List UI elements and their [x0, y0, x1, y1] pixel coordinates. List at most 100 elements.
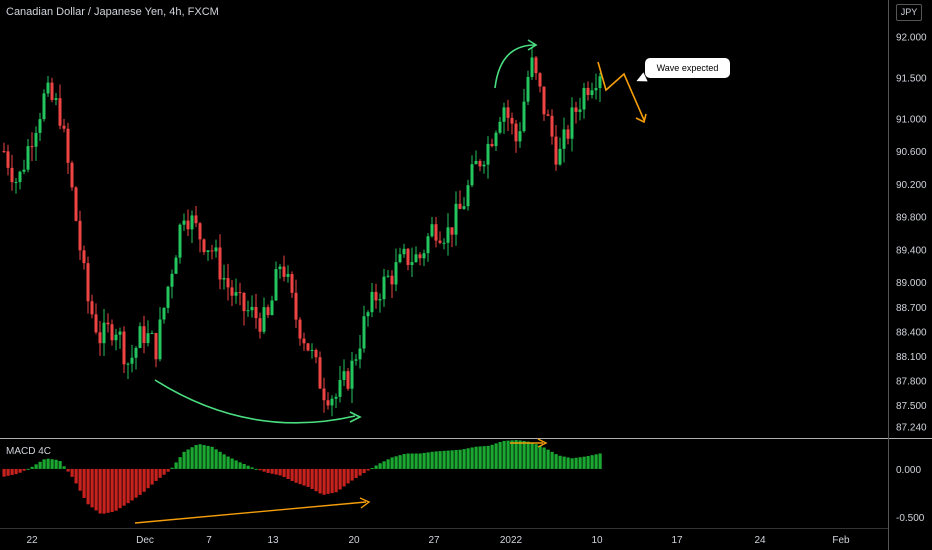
- candle-body: [350, 360, 354, 389]
- candle-body: [46, 82, 50, 94]
- candle-body: [474, 160, 478, 165]
- candle-body: [194, 215, 198, 224]
- candle-body: [586, 87, 590, 96]
- macd-bar: [166, 468, 170, 472]
- candle-body: [334, 396, 338, 399]
- macd-bar: [130, 468, 134, 501]
- candle-body: [86, 263, 90, 302]
- candle-body: [470, 164, 474, 186]
- candle-body: [94, 314, 98, 333]
- macd-bar: [234, 460, 238, 469]
- macd-bar: [474, 446, 478, 469]
- macd-bar: [138, 468, 142, 495]
- macd-bar: [46, 458, 50, 469]
- macd-bar: [318, 468, 322, 494]
- y-tick-label: 90.600: [896, 147, 927, 158]
- macd-bar: [502, 440, 506, 469]
- macd-bar: [274, 468, 278, 475]
- candle-body: [430, 224, 434, 237]
- candle-body: [110, 324, 114, 341]
- macd-bar: [518, 440, 522, 469]
- candle-body: [134, 347, 138, 358]
- candle-body: [54, 98, 58, 100]
- candle-body: [250, 306, 254, 311]
- macd-bar: [230, 458, 234, 469]
- macd-bar: [446, 450, 450, 469]
- macd-bar: [582, 456, 586, 469]
- candle-body: [286, 274, 290, 277]
- macd-bar: [198, 444, 202, 469]
- candle-body: [166, 286, 170, 308]
- candle-body: [538, 73, 542, 87]
- chart-title: Canadian Dollar / Japanese Yen, 4h, FXCM: [6, 6, 219, 18]
- macd-bar: [222, 454, 226, 469]
- macd-bar: [366, 468, 370, 471]
- candle-body: [438, 240, 442, 243]
- currency-badge[interactable]: JPY: [896, 4, 922, 21]
- candle-body: [406, 248, 410, 265]
- macd-bar: [50, 459, 54, 469]
- candle-body: [82, 250, 86, 264]
- macd-bar: [506, 440, 510, 469]
- macd-bar: [170, 467, 174, 469]
- macd-bar: [82, 468, 86, 498]
- candle-body: [574, 107, 578, 112]
- macd-bar: [6, 468, 10, 476]
- macd-bar: [306, 468, 310, 487]
- macd-bar: [194, 444, 198, 469]
- candle-body: [2, 151, 6, 153]
- candle-body: [598, 76, 602, 89]
- candle-body: [90, 301, 94, 315]
- macd-bar: [106, 468, 110, 513]
- macd-bar: [398, 455, 402, 469]
- candle-body: [354, 359, 358, 361]
- candle-body: [50, 82, 54, 100]
- macd-bar: [186, 449, 190, 469]
- indicator-label: MACD 4C: [6, 446, 52, 457]
- macd-bar: [254, 468, 258, 470]
- candle-body: [106, 322, 110, 325]
- candle-body: [362, 316, 366, 349]
- macd-bar: [418, 453, 422, 469]
- y-tick-label: 92.000: [896, 32, 927, 43]
- candle-body: [74, 187, 78, 221]
- macd-bar: [314, 468, 318, 492]
- macd-bar: [238, 462, 242, 469]
- macd-bar: [158, 468, 162, 478]
- x-tick-label: 17: [671, 535, 683, 546]
- candle-body: [378, 299, 382, 301]
- candle-body: [150, 333, 154, 335]
- macd-y-tick-label: -0.500: [896, 513, 925, 524]
- macd-bar: [434, 451, 438, 469]
- green-top-arrowhead: [527, 39, 538, 51]
- macd-bar: [190, 447, 194, 469]
- macd-bar: [462, 449, 466, 469]
- candle-body: [422, 253, 426, 259]
- candle-body: [262, 307, 266, 332]
- macd-bar: [10, 468, 14, 475]
- macd-bar: [294, 468, 298, 483]
- macd-bar: [534, 444, 538, 469]
- x-tick-label: Feb: [832, 535, 850, 546]
- candle-body: [502, 107, 506, 122]
- candle-body: [154, 333, 158, 360]
- y-tick-label: 87.800: [896, 377, 927, 388]
- macd-bar: [102, 468, 106, 514]
- x-tick-label: 27: [428, 535, 440, 546]
- macd-bar: [526, 441, 530, 469]
- macd-bar: [218, 451, 222, 469]
- macd-bar: [394, 456, 398, 469]
- candle-body: [466, 185, 470, 207]
- macd-bar: [310, 468, 314, 489]
- y-tick-label: 87.500: [896, 401, 927, 412]
- macd-bar: [554, 454, 558, 469]
- candle-body: [370, 291, 374, 313]
- candle-body: [506, 107, 510, 118]
- macd-bar: [266, 468, 270, 473]
- candle-body: [410, 262, 414, 265]
- macd-bar: [422, 452, 426, 469]
- candle-body: [42, 93, 46, 120]
- candle-body: [226, 278, 230, 288]
- macd-bar: [118, 468, 122, 509]
